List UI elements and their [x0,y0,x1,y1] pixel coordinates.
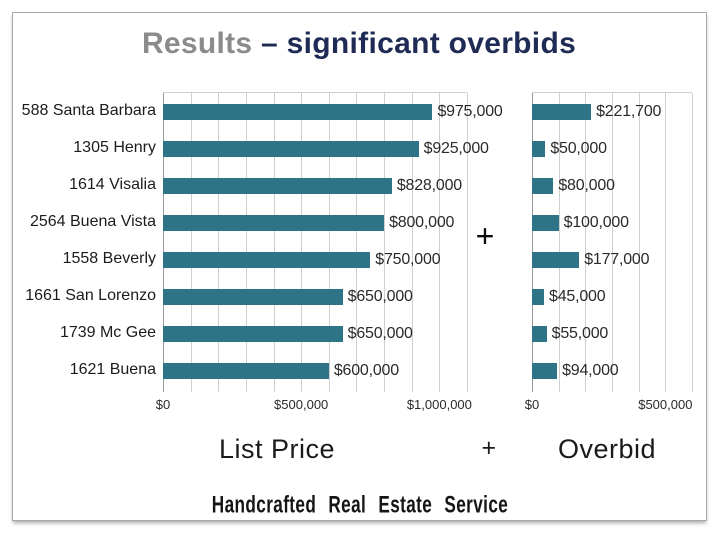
gridline [356,93,358,392]
bar-overbid-5 [532,288,544,305]
value-label: $177,000 [584,250,650,268]
bar-overbid-7 [532,362,558,379]
value-label: $221,700 [596,102,662,120]
x-tick-label: $500,000 [638,397,693,412]
gridline [328,93,330,392]
bar-overbid-2 [532,177,554,194]
gridline [638,93,640,392]
gridline [612,93,613,392]
gridline [384,93,386,392]
bar-overbid-0 [532,103,592,120]
gridline [439,93,441,392]
gridline [301,93,303,392]
list-price-x-axis: $0 $500,000 $1,000,000 [156,397,472,415]
category-label-0: 588 Santa Barbara [21,101,156,119]
gridline [245,93,247,392]
axis-title-overbid: Overbid [557,434,657,464]
x-tick-label: $500,000 [274,397,329,412]
value-label: $650,000 [347,287,413,305]
value-label: $650,000 [347,324,413,342]
list-price-chart: $975,000 $925,000 $828,000 $800,000 $750,000… [163,92,503,392]
gridline [218,93,220,392]
title-results: Results [141,27,262,60]
overbid-chart: $221,700 $50,000 $80,000 $100,000 $177,000 $4… [532,92,693,392]
category-label-3: 2564 Buena Vista [29,212,156,230]
title-subtitle: – significant overbids [261,27,577,60]
gridline [467,93,468,392]
slide-title: Results – significant overbids [12,27,706,61]
value-label: $750,000 [375,250,441,268]
gridline [692,93,693,392]
overbid-x-axis: $0 $500,000 [525,397,693,415]
category-label-4: 1558 Beverly [62,249,156,267]
bar-list-price-6 [163,325,343,342]
value-label: $925,000 [423,139,489,157]
value-label: $600,000 [333,361,399,379]
category-label-5: 1661 San Lorenzo [25,286,156,304]
bar-list-price-3 [163,214,385,231]
value-label: $94,000 [562,361,619,379]
value-label: $45,000 [549,287,606,305]
bar-list-price-1 [163,140,419,157]
bar-overbid-1 [532,140,546,157]
category-label-6: 1739 Mc Gee [59,323,156,341]
x-tick-label: $0 [155,397,171,412]
x-tick-label: $1,000,000 [406,397,472,412]
handcrafted-real-estate-logo: Handcrafted Real Estate Service [211,491,509,518]
gridline [273,93,275,392]
value-label: $828,000 [396,176,462,194]
category-label-2: 1614 Visalia [69,175,156,193]
gridline [585,93,587,392]
value-axis-line [163,93,164,392]
value-axis-line [532,93,533,392]
value-label: $55,000 [551,324,609,342]
plus-between-charts: + [475,218,495,254]
bar-list-price-0 [163,103,433,120]
value-label: $50,000 [550,139,607,157]
axis-title-list-price: List Price [218,434,336,464]
bar-list-price-2 [163,177,392,194]
gridline [558,93,560,392]
axis-title-plus: + [481,434,497,462]
bar-overbid-4 [532,251,580,268]
bar-overbid-3 [532,214,559,231]
gridline [190,93,192,392]
bar-list-price-5 [163,288,343,305]
bar-overbid-6 [532,325,547,342]
category-label-1: 1305 Henry [73,138,156,156]
x-tick-label: $0 [524,397,540,412]
gridline [411,93,413,392]
bar-list-price-4 [163,251,371,268]
value-label: $975,000 [437,102,503,120]
category-label-7: 1621 Buena [69,360,156,378]
value-label: $800,000 [389,213,455,231]
value-label: $80,000 [558,176,615,194]
gridline [665,93,667,392]
category-labels-column: 588 Santa Barbara 1305 Henry 1614 Visalia 2… [18,92,156,388]
bar-list-price-7 [163,362,329,379]
value-label: $100,000 [563,213,629,231]
